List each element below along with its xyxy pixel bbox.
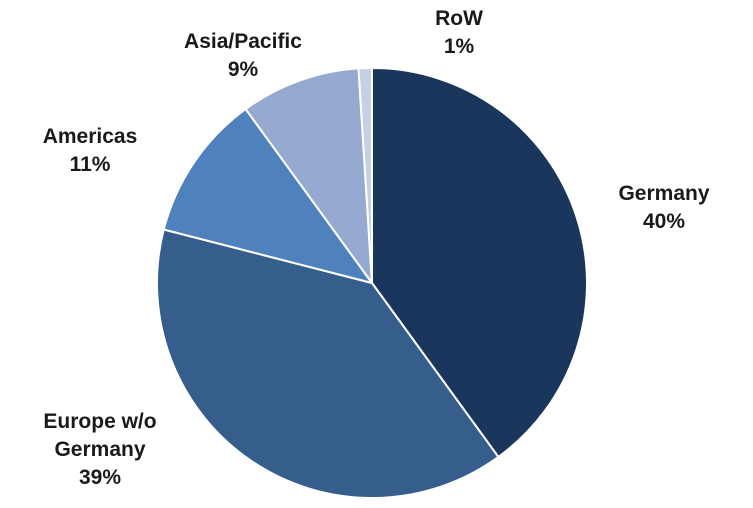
slice-percent-label: 40% — [643, 210, 685, 233]
pie-slice-americas — [162, 107, 375, 285]
slice-label-americas: Americas 11% — [43, 125, 138, 176]
slice-category-label: Asia/Pacific — [184, 30, 302, 53]
slice-percent-label: 11% — [70, 153, 111, 176]
slice-category-label: RoW — [435, 7, 483, 30]
slice-percent-label: 39% — [79, 466, 121, 489]
slice-category-label: Europe w/o — [43, 410, 156, 433]
slices-layer — [156, 66, 588, 499]
pie-slice-germany — [371, 66, 588, 459]
slice-label-germany: Germany 40% — [618, 182, 709, 233]
slice-category-label: Germany — [54, 438, 145, 461]
slice-percent-label: 1% — [444, 35, 475, 58]
slice-label-row: RoW 1% — [435, 7, 483, 58]
slice-category-label: Americas — [43, 125, 138, 148]
pie-slice-asia-pacific — [244, 67, 374, 287]
slice-category-label: Germany — [618, 182, 709, 205]
pie-slice-europe-w-o-germany — [156, 228, 500, 499]
slice-percent-label: 9% — [228, 58, 259, 81]
slice-label-asia-pacific: Asia/Pacific 9% — [184, 30, 302, 81]
slice-label-europe-w-o-germany: Europe w/o Germany 39% — [43, 410, 156, 489]
labels-layer: Germany 40% Europe w/o Germany 39% Americas 11… — [43, 7, 710, 489]
pie-slice-row — [357, 66, 373, 284]
